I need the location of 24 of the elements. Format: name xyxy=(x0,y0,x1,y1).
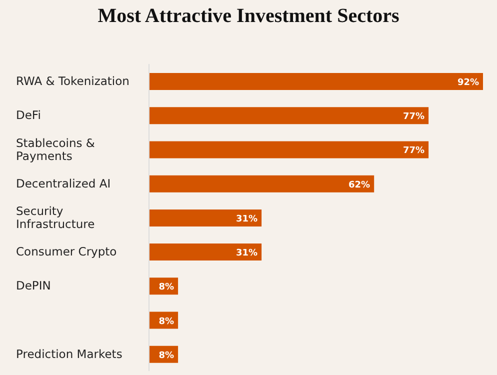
bar xyxy=(149,175,374,192)
data-label: 31% xyxy=(236,214,258,224)
y-tick-label: Stablecoins & Payments xyxy=(16,136,95,163)
data-label: 92% xyxy=(457,78,479,88)
y-tick-label: Security Infrastructure xyxy=(16,204,95,231)
y-tick-label: RWA & Tokenization xyxy=(16,74,130,88)
data-label: 77% xyxy=(402,112,425,122)
chart-title: Most Attractive Investment Sectors xyxy=(96,5,400,28)
data-label: 77% xyxy=(402,146,425,156)
y-tick-label: DeFi xyxy=(16,108,41,122)
bar xyxy=(149,209,262,226)
bar xyxy=(149,107,429,124)
bar xyxy=(149,73,483,90)
y-tick-label: DePIN xyxy=(16,278,51,293)
data-label: 8% xyxy=(158,282,174,293)
y-tick-label: Prediction Markets xyxy=(16,346,122,361)
data-label: 8% xyxy=(158,316,174,327)
data-label: 62% xyxy=(348,180,370,190)
y-tick-label: Consumer Crypto xyxy=(16,244,117,259)
data-label: 8% xyxy=(158,350,174,361)
data-label: 31% xyxy=(236,248,258,259)
bar xyxy=(149,244,262,261)
bar xyxy=(149,141,429,158)
y-tick-label: Decentralized AI xyxy=(16,176,111,190)
